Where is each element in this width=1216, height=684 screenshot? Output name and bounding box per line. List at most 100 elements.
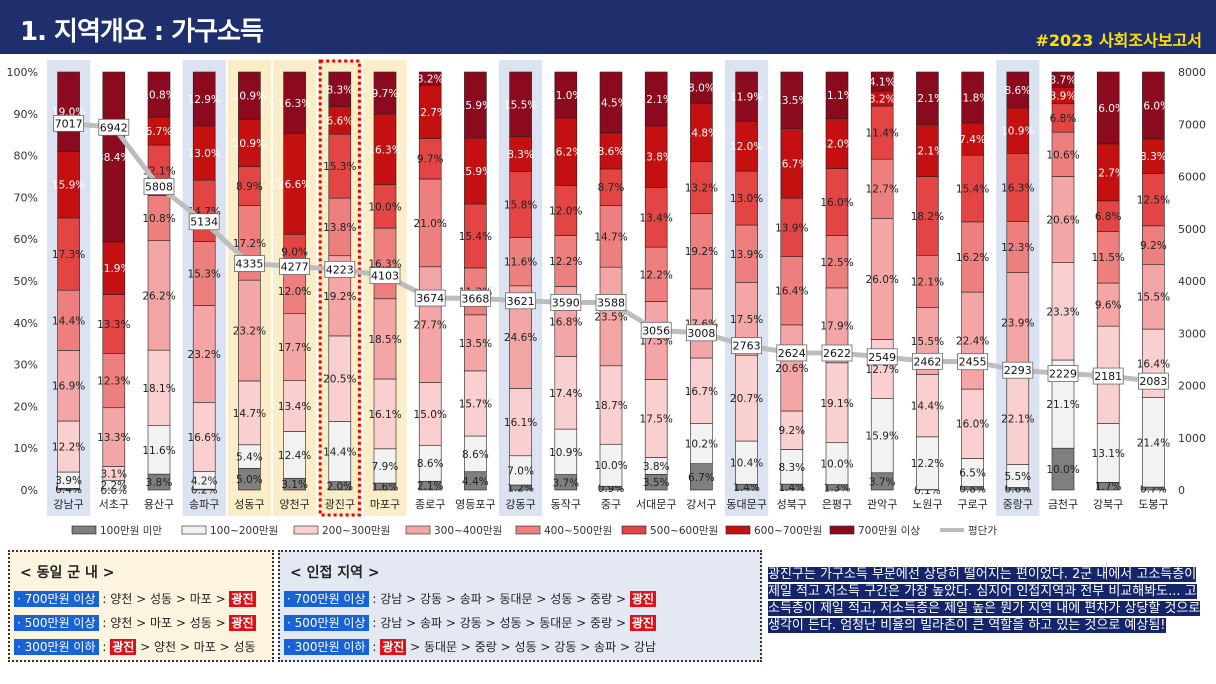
avg-price-box [324, 260, 356, 278]
data-label: 1.4% [778, 482, 805, 494]
data-label: 15.4% [956, 184, 989, 196]
y2-tick-label: 4000 [1178, 275, 1206, 288]
rank-row: · 300만원 이하 : 광진 > 동대문 > 중랑 > 성동 > 강동 > 송… [284, 638, 656, 655]
data-label: 13.4% [278, 401, 311, 413]
legend-swatch [621, 525, 647, 535]
data-label: 11.6% [504, 257, 537, 269]
data-label: 8.9% [236, 181, 263, 193]
bar-segment [238, 71, 261, 120]
data-label: 21.1% [1046, 399, 1079, 411]
data-label: 16.9% [52, 381, 85, 393]
y-tick-label: 80% [14, 150, 38, 163]
bar-segment [418, 71, 442, 86]
data-label: 15.8% [504, 199, 537, 211]
data-label: 15.0% [414, 409, 447, 421]
avg-price-label: 2293 [1004, 364, 1032, 377]
y-tick-label: 90% [14, 108, 38, 121]
data-label: 17.9% [820, 320, 853, 332]
avg-price-box [1047, 365, 1079, 382]
header-bar: 1. 지역개요 : 가구소득 #2023 사회조사보고서 [0, 0, 1216, 54]
avg-price-box [550, 294, 582, 311]
bar-segment [1051, 71, 1075, 88]
data-label: 9.2% [1140, 240, 1167, 252]
data-label: 8.0% [688, 83, 715, 95]
y2-tick-label: 7000 [1178, 118, 1206, 131]
data-label: 17.4% [549, 388, 582, 400]
rank-row: · 500만원 이상 : 양천 > 마포 > 성동 > 광진 [14, 614, 256, 631]
data-label: 23.9% [1001, 318, 1034, 330]
data-label: 13.2% [685, 183, 718, 195]
avg-price-box [143, 178, 175, 195]
data-label: 12.0% [549, 205, 582, 217]
data-label: 26.6% [278, 179, 311, 191]
bar-segment [509, 71, 532, 138]
data-label: 1.4% [733, 482, 760, 494]
data-label: 11.9% [97, 263, 130, 275]
data-label: 12.0% [820, 139, 853, 151]
avg-price-box [957, 353, 988, 371]
x-tick-label: 도봉구 [1138, 498, 1168, 511]
data-label: 8.6% [1004, 85, 1031, 97]
data-label: 10.9% [233, 91, 266, 103]
bar-segment [1096, 71, 1120, 145]
y2-tick-label: 6000 [1178, 171, 1206, 184]
data-label: 12.3% [97, 376, 130, 388]
y-tick-label: 10% [14, 442, 38, 455]
data-label: 16.2% [549, 147, 582, 159]
x-tick-label: 중랑구 [1003, 498, 1033, 511]
data-label: 12.2% [911, 458, 944, 470]
data-label: 16.0% [956, 419, 989, 431]
data-label: 11.1% [820, 90, 853, 102]
avg-price-box [866, 348, 898, 366]
avg-price-label: 2462 [913, 355, 941, 368]
data-label: 26.0% [866, 274, 899, 286]
panel-adjacent-title: < 인접 지역 > [290, 565, 380, 581]
x-tick-label: 금천구 [1048, 497, 1078, 511]
data-label: 12.7% [866, 184, 899, 196]
data-label: 13.9% [730, 249, 763, 261]
x-tick-label: 용산구 [144, 498, 174, 511]
data-label: 23.5% [594, 311, 627, 323]
data-label: 10.0% [820, 459, 853, 471]
panel-same-group-title: < 동일 군 내 > [20, 565, 115, 581]
data-label: 9.7% [372, 88, 399, 100]
avg-price-label: 2455 [959, 356, 987, 369]
data-label: 12.1% [911, 145, 944, 157]
bar-segment [961, 71, 984, 124]
bar-segment [1142, 71, 1165, 140]
data-label: 20.5% [323, 374, 356, 386]
data-label: 16.4% [1137, 358, 1170, 370]
data-label: 16.7% [685, 386, 718, 398]
avg-price-box [414, 289, 446, 307]
y2-tick-label: 0 [1178, 484, 1185, 497]
data-label: 3.7% [552, 477, 579, 489]
avg-price-label: 5134 [190, 216, 218, 229]
data-label: 1.3% [824, 482, 851, 494]
avg-price-box [505, 292, 537, 310]
data-label: 10.0% [594, 460, 627, 472]
y-tick-label: 100% [7, 66, 38, 79]
data-label: 13.5% [459, 338, 492, 350]
data-label: 14.5% [594, 97, 627, 109]
data-label: 16.3% [368, 144, 401, 156]
y-tick-label: 30% [14, 359, 38, 372]
data-label: 18.1% [142, 383, 175, 395]
data-label: 22.4% [956, 336, 989, 348]
x-tick-label: 성북구 [777, 498, 807, 511]
data-label: 20.6% [775, 363, 808, 375]
avg-price-label: 4277 [281, 261, 309, 274]
data-label: 9.2% [778, 425, 805, 437]
data-label: 16.6% [188, 432, 221, 444]
data-label: 8.7% [598, 182, 625, 194]
data-label: 18.7% [594, 400, 627, 412]
avg-price-box [233, 255, 265, 272]
avg-price-box [912, 352, 943, 370]
avg-price-label: 3674 [416, 292, 444, 305]
data-label: 3.8% [643, 461, 670, 473]
x-tick-label: 동대문구 [726, 498, 766, 511]
data-label: 15.3% [323, 161, 356, 173]
data-label: 14.4% [52, 315, 85, 327]
panel-adjacent: < 인접 지역 > · 700만원 이상 : 강남 > 강동 > 송파 > 동대… [278, 550, 762, 662]
data-label: 20.7% [730, 393, 763, 405]
data-label: 12.1% [911, 276, 944, 288]
